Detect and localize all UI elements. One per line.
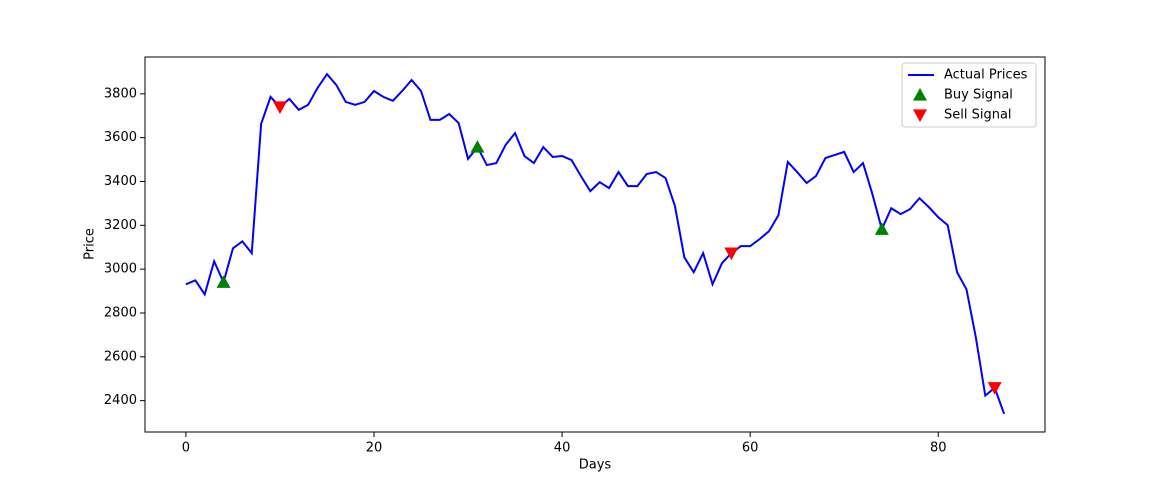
x-axis-label: Days: [579, 458, 612, 473]
signal-marker: [216, 275, 231, 288]
y-tick-label: 3400: [104, 174, 137, 189]
legend-swatch: [913, 109, 927, 122]
signal-marker: [987, 382, 1002, 395]
legend-label: Sell Signal: [944, 108, 1012, 123]
y-tick-label: 3200: [104, 218, 137, 233]
y-axis-label: Price: [83, 228, 98, 260]
x-tick-label: 20: [366, 441, 383, 456]
y-tick-label: 2600: [104, 349, 137, 364]
x-tick-label: 0: [182, 441, 190, 456]
y-tick-label: 3800: [104, 86, 137, 101]
y-tick-label: 3600: [104, 130, 137, 145]
signal-marker: [724, 247, 739, 261]
price-line: [185, 72, 1006, 415]
legend-label: Actual Prices: [944, 68, 1028, 83]
y-tick-label: 3000: [104, 262, 137, 277]
signal-marker: [874, 222, 889, 235]
signal-marker: [272, 101, 287, 114]
y-tick-label: 2800: [104, 305, 137, 320]
legend-box: [901, 62, 1037, 128]
legend-swatch: [913, 88, 927, 101]
x-tick-label: 40: [554, 441, 571, 456]
x-tick-label: 60: [742, 441, 759, 456]
x-tick-label: 80: [930, 441, 947, 456]
signal-marker: [470, 140, 485, 153]
legend-label: Buy Signal: [944, 88, 1013, 103]
plot-frame: [144, 56, 1046, 433]
y-tick-label: 2400: [104, 393, 137, 408]
